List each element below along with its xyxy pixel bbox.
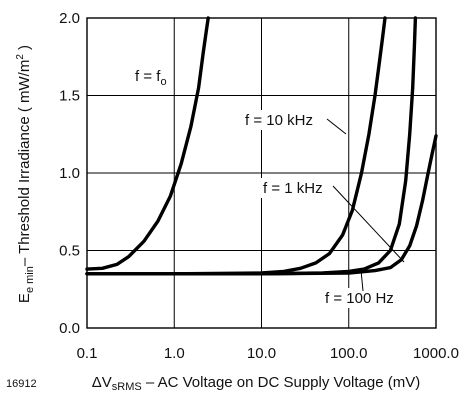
y-tick-label: 2.0 (59, 10, 80, 27)
x-tick-label: 1.0 (164, 345, 185, 362)
y-axis-label-middle: – Threshold Irradiance ( mW/m (16, 60, 33, 266)
y-tick-label: 1.0 (59, 165, 80, 182)
curve-0 (85, 16, 210, 271)
y-axis-label-sup: 2 (15, 54, 26, 60)
curve-label-background (132, 66, 170, 86)
curve-label-sub: o (160, 76, 166, 88)
curve-label: f = fo (135, 68, 167, 88)
x-tick-label: 1000.0 (413, 345, 459, 362)
x-tick-labels: 0.1 1.0 10.0 100.0 1000.0 (77, 345, 459, 362)
curve-1 (85, 16, 387, 276)
x-tick-label: 100.0 (330, 345, 368, 362)
x-axis-label-suffix: – AC Voltage on DC Supply Voltage (mV) (142, 374, 421, 391)
curve-label-text: f = 10 kHz (245, 112, 313, 129)
curve-leader-line (326, 118, 347, 135)
plot-frame (86, 17, 437, 329)
curve-label: f = 10 kHz (245, 112, 313, 129)
y-tick-label: 1.5 (59, 88, 80, 105)
curve-label-text: f = 1 kHz (263, 180, 323, 197)
curve-callouts: f = fo f = 10 kHz f = 1 kHz f = 100 Hz (132, 66, 405, 308)
curve-label-text: f = f (135, 68, 161, 85)
y-axis-label-suffix: ) (16, 45, 33, 54)
curve-leader-line (360, 269, 364, 292)
y-tick-label: 0.5 (59, 243, 80, 260)
grid-lines (86, 17, 437, 329)
x-tick-label: 0.1 (77, 345, 98, 362)
y-axis-label-sub: e min (24, 266, 36, 293)
x-axis-label-sub: sRMS (112, 381, 142, 393)
x-axis-label: ΔVsRMS – AC Voltage on DC Supply Voltage… (92, 374, 420, 393)
curve-label-text: f = 100 Hz (325, 290, 394, 307)
x-tick-label: 10.0 (247, 345, 276, 362)
curve-label-background (260, 178, 326, 198)
x-axis-label-prefix: ΔV (92, 374, 112, 391)
curve-leader-line (332, 185, 405, 263)
curve-label-background (322, 288, 397, 308)
y-axis-label: Ee min– Threshold Irradiance ( mW/m2 ) (15, 45, 36, 303)
y-axis-label-prefix: E (16, 293, 33, 303)
y-tick-label: 0.0 (59, 320, 80, 337)
figure-id: 16912 (6, 378, 37, 390)
curve-label: f = 100 Hz (325, 290, 394, 307)
curve-label: f = 1 kHz (263, 180, 323, 197)
y-tick-labels: 0.0 0.5 1.0 1.5 2.0 (59, 10, 80, 337)
curve-label-background (242, 110, 316, 130)
